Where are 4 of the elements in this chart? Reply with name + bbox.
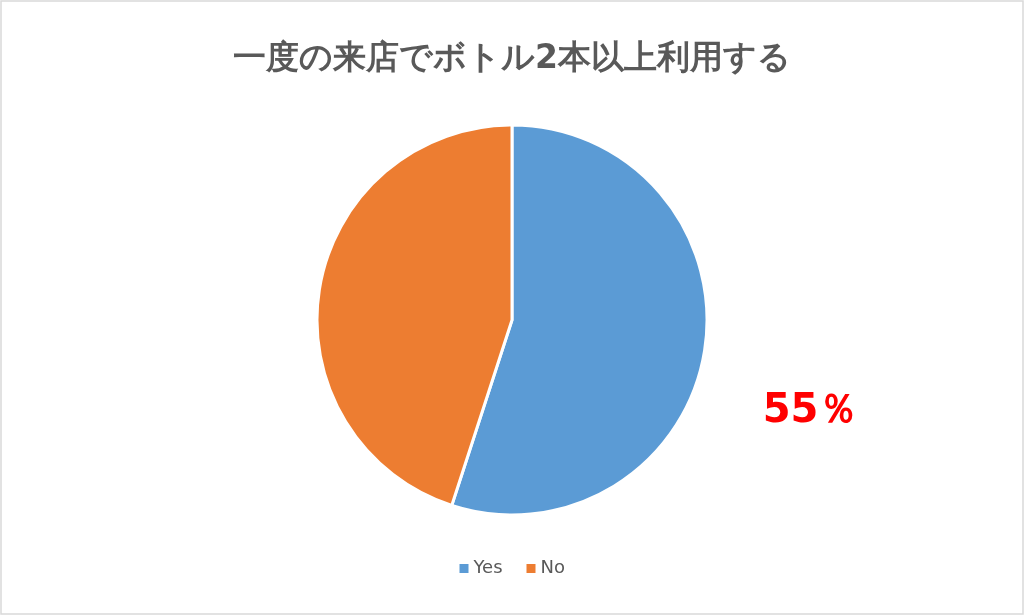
chart-title: 一度の来店でボトル2本以上利用する — [233, 37, 791, 76]
legend-label: No — [540, 556, 565, 577]
legend-label: Yes — [472, 556, 503, 577]
data-label: 55％ — [762, 385, 859, 432]
